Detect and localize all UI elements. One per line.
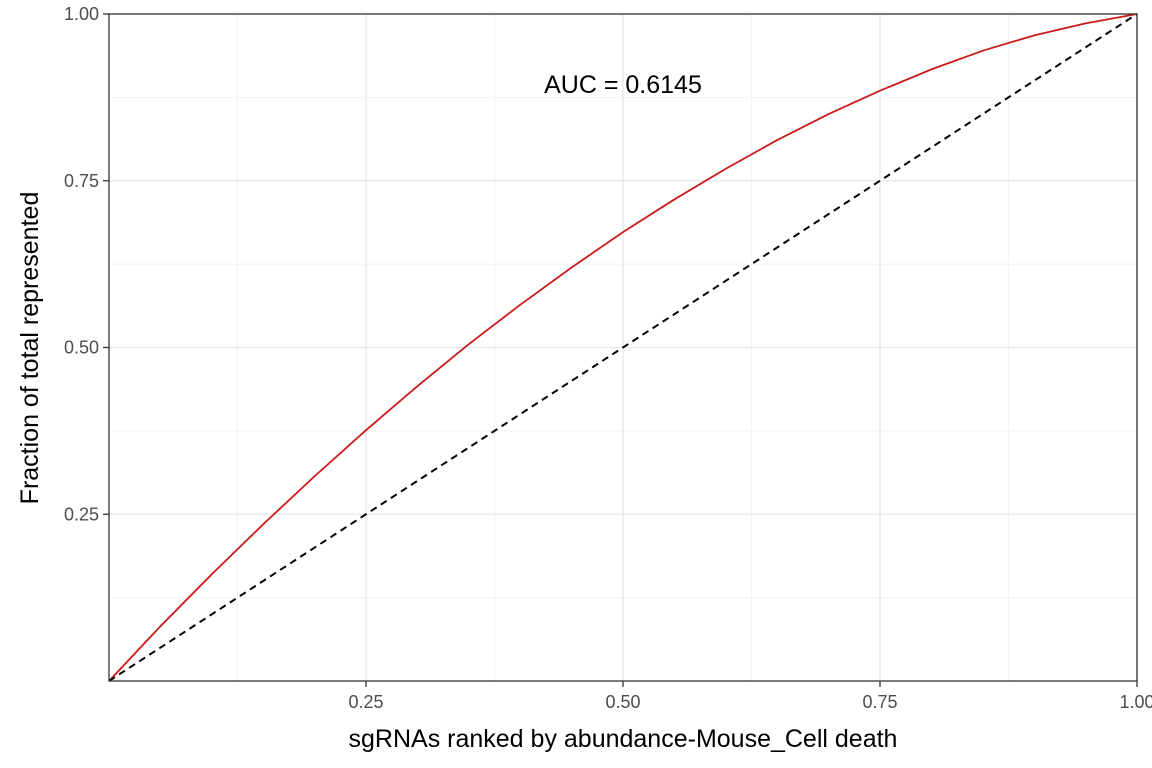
cumulative-curve-line [108,13,1138,682]
x-tick-label: 0.25 [348,692,383,712]
y-tick-label: 0.75 [64,171,99,191]
y-axis-title: Fraction of total represented [16,192,44,505]
y-axis: 0.25 0.50 0.75 1.00 [64,4,109,524]
annotation-auc: AUC = 0.6145 [544,71,702,99]
x-tick-label: 0.75 [862,692,897,712]
x-axis-title: sgRNAs ranked by abundance-Mouse_Cell de… [349,725,898,753]
x-axis: 0.25 0.50 0.75 1.00 [348,681,1152,712]
y-tick-label: 0.25 [64,504,99,524]
y-tick-label: 1.00 [64,4,99,24]
x-tick-label: 1.00 [1119,692,1152,712]
series-layer [108,13,1138,682]
y-tick-label: 0.50 [64,338,99,358]
reference-diagonal-line [108,13,1138,682]
x-tick-label: 0.50 [605,692,640,712]
